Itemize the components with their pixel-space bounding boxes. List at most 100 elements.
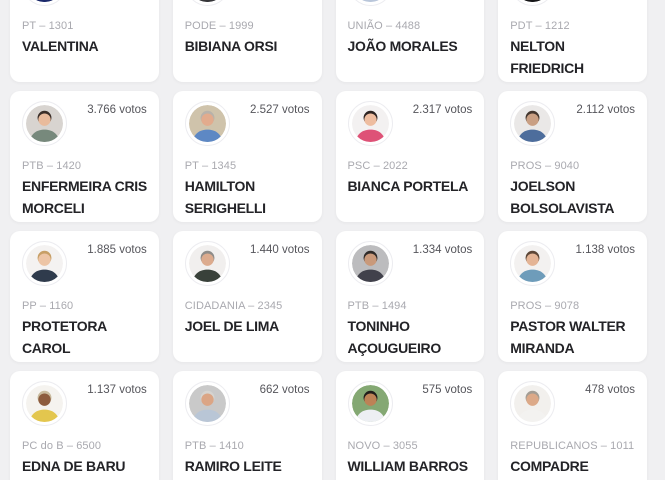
candidate-avatar [184, 381, 230, 426]
candidate-card[interactable]: 1.334 votos PTB – 1494 TONINHO AÇOUGUEIR… [335, 231, 485, 362]
party-number: PDT – 1212 [510, 20, 570, 32]
candidate-card[interactable]: 2.317 votos PSC – 2022 BIANCA PORTELA [335, 91, 485, 222]
card-top-row [510, 0, 637, 6]
candidate-name: JOELSON BOLSOLAVISTA [510, 178, 615, 216]
person-avatar-icon [514, 245, 552, 282]
vote-count: 2.527 votos [250, 104, 310, 116]
vote-count: 478 votos [585, 384, 635, 396]
vote-count: 1.138 votos [575, 244, 635, 256]
candidate-avatar [22, 381, 67, 426]
vote-count: 1.885 votos [87, 244, 147, 256]
candidate-card[interactable]: 2.112 votos PROS – 9040 JOELSON BOLSOLAV… [498, 91, 647, 222]
candidate-card[interactable]: PODE – 1999 BIBIANA ORSI [172, 0, 322, 82]
card-top-row: 1.334 votos [347, 241, 475, 286]
party-number: PTB – 1420 [22, 160, 82, 172]
candidate-name: PROTETORA CAROL [22, 318, 107, 356]
person-avatar-icon [26, 245, 63, 282]
person-avatar-icon [514, 105, 552, 142]
person-avatar-icon [354, 0, 386, 2]
candidate-avatar [347, 381, 393, 426]
candidate-name: RAMIRO LEITE [184, 458, 282, 474]
candidate-name: NELTON FRIEDRICH [510, 38, 584, 76]
candidate-name: EDNA DE BARU [22, 458, 126, 474]
card-top-row: 1.440 votos [184, 241, 312, 286]
person-avatar-icon [351, 385, 389, 422]
candidate-name: JOÃO MORALES [347, 38, 458, 54]
party-number: PT – 1301 [22, 20, 74, 32]
vote-count: 3.766 votos [87, 104, 147, 116]
vote-count: 575 votos [422, 384, 473, 396]
candidate-avatar [184, 241, 230, 286]
card-top-row: 1.885 votos [22, 241, 149, 286]
candidate-card[interactable]: 2.527 votos PT – 1345 HAMILTON SERIGHELL… [172, 91, 322, 222]
candidate-card[interactable]: 1.885 votos PP – 1160 PROTETORA CAROL [10, 231, 159, 362]
candidate-card[interactable]: 478 votos REPUBLICANOS – 1011 COMPADRE [498, 371, 647, 480]
candidate-card[interactable]: 662 votos PTB – 1410 RAMIRO LEITE [172, 371, 322, 480]
party-number: NOVO – 3055 [347, 440, 418, 452]
vote-count: 662 votos [259, 384, 310, 396]
party-number: PTB – 1410 [184, 440, 244, 452]
party-number: REPUBLICANOS – 1011 [510, 440, 635, 452]
person-avatar-icon [517, 0, 548, 2]
card-top-row: 3.766 votos [22, 101, 149, 146]
candidate-avatar [510, 101, 556, 146]
person-avatar-icon [514, 385, 552, 422]
candidate-avatar [510, 381, 556, 426]
candidate-name: JOEL DE LIMA [184, 318, 279, 334]
vote-count: 1.334 votos [412, 244, 473, 256]
candidate-card[interactable]: 1.137 votos PC do B – 6500 EDNA DE BARU [10, 371, 159, 480]
candidate-avatar [22, 241, 67, 286]
candidate-name: VALENTINA [22, 38, 99, 54]
candidate-name: WILLIAM BARROS [347, 458, 469, 474]
candidate-card[interactable]: 575 votos NOVO – 3055 WILLIAM BARROS [335, 371, 485, 480]
candidate-avatar [22, 101, 67, 146]
card-top-row: 575 votos [347, 381, 475, 426]
candidate-card[interactable]: 1.138 votos PROS – 9078 PASTOR WALTER MI… [498, 231, 647, 362]
vote-count: 2.112 votos [576, 104, 635, 116]
candidate-card[interactable]: PT – 1301 VALENTINA [10, 0, 159, 82]
vote-count: 2.317 votos [412, 104, 473, 116]
party-number: CIDADANIA – 2345 [184, 300, 283, 312]
person-avatar-icon [188, 245, 226, 282]
party-number: PODE – 1999 [184, 20, 254, 32]
candidate-avatar [347, 0, 393, 6]
person-avatar-icon [26, 385, 63, 422]
candidate-name: BIBIANA ORSI [184, 38, 278, 54]
person-avatar-icon [188, 385, 226, 422]
card-top-row: 1.137 votos [22, 381, 149, 426]
candidate-name: COMPADRE [510, 458, 589, 474]
party-number: PROS – 9040 [510, 160, 580, 172]
candidate-name: PASTOR WALTER MIRANDA [510, 318, 626, 356]
candidate-avatar [184, 101, 230, 146]
party-number: PC do B – 6500 [22, 440, 102, 452]
party-number: PP – 1160 [22, 300, 74, 312]
party-number: PSC – 2022 [347, 160, 408, 172]
candidate-avatar [347, 101, 393, 146]
person-avatar-icon [192, 0, 223, 2]
card-top-row: 2.112 votos [510, 101, 637, 146]
person-avatar-icon [188, 105, 226, 142]
card-top-row: 2.527 votos [184, 101, 312, 146]
candidate-card[interactable]: 3.766 votos PTB – 1420 ENFERMEIRA CRIS M… [10, 91, 159, 222]
vote-count: 1.440 votos [250, 244, 310, 256]
person-avatar-icon [351, 245, 389, 282]
candidate-card[interactable]: PDT – 1212 NELTON FRIEDRICH [498, 0, 647, 82]
person-avatar-icon [26, 105, 63, 142]
card-top-row [184, 0, 312, 6]
candidate-name: ENFERMEIRA CRIS MORCELI [22, 178, 147, 216]
candidate-name: HAMILTON SERIGHELLI [184, 178, 266, 216]
card-top-row [22, 0, 149, 6]
candidate-card[interactable]: 1.440 votos CIDADANIA – 2345 JOEL DE LIM… [172, 231, 322, 362]
candidate-name: TONINHO AÇOUGUEIRO [347, 318, 442, 356]
candidate-avatar [510, 241, 556, 286]
candidate-card[interactable]: UNIÃO – 4488 JOÃO MORALES [335, 0, 485, 82]
person-avatar-icon [29, 0, 60, 2]
candidate-name: BIANCA PORTELA [347, 178, 469, 194]
candidate-avatar [510, 0, 556, 6]
candidate-avatar [22, 0, 67, 6]
candidate-avatar [184, 0, 230, 6]
party-number: UNIÃO – 4488 [347, 20, 421, 32]
card-top-row: 2.317 votos [347, 101, 475, 146]
